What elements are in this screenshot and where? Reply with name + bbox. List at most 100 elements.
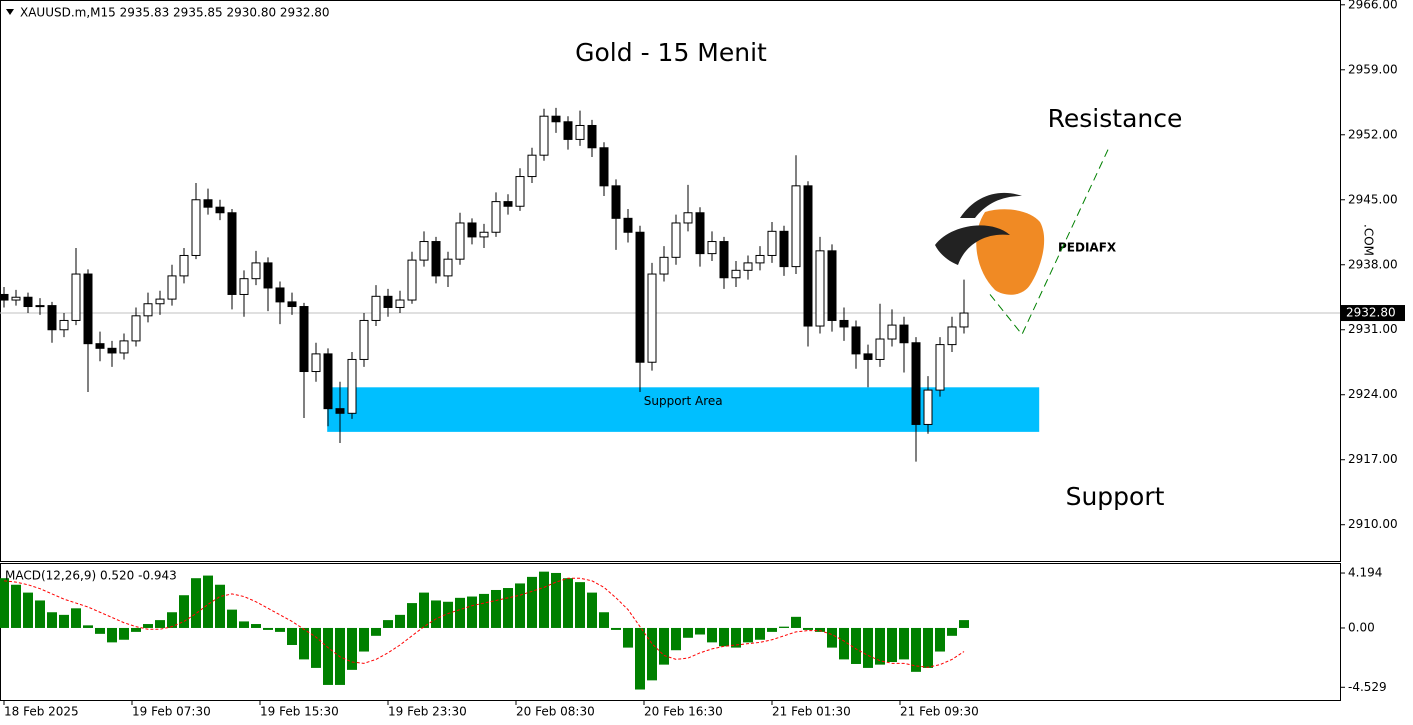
candle-body	[323, 353, 333, 410]
macd-bar	[659, 627, 669, 665]
macd-bar	[707, 627, 717, 643]
macd-bar	[443, 601, 453, 628]
x-tick-label: 19 Feb 07:30	[132, 705, 211, 719]
y-tick-label: 2910.00	[1348, 517, 1398, 531]
macd-bar	[323, 627, 333, 685]
macd-bar	[515, 583, 525, 628]
candle-body	[383, 295, 393, 308]
candle-body	[179, 254, 189, 277]
macd-bar	[347, 627, 357, 670]
candle-body	[683, 212, 693, 224]
candle-body	[827, 250, 837, 321]
candle-body	[875, 338, 885, 360]
candle-body	[551, 115, 561, 123]
candle-body	[71, 273, 81, 321]
macd-bar	[311, 627, 321, 668]
macd-bar	[491, 589, 501, 628]
candle-body	[863, 353, 873, 360]
macd-bar	[407, 603, 417, 628]
macd-bar	[59, 614, 69, 628]
macd-bar	[71, 608, 81, 628]
macd-bar	[839, 627, 849, 660]
y-tick-label: 2917.00	[1348, 452, 1398, 466]
candle-body	[23, 296, 33, 308]
macd-bar	[11, 584, 21, 628]
candle-body	[311, 353, 321, 373]
macd-bar	[419, 592, 429, 628]
candle-body	[935, 344, 945, 391]
macd-bar	[227, 609, 237, 628]
macd-bar	[671, 627, 681, 651]
macd-bar	[815, 627, 825, 632]
macd-bar	[743, 627, 753, 643]
macd-bar	[887, 627, 897, 663]
macd-bar	[563, 578, 573, 628]
macd-bar	[923, 627, 933, 668]
y-tick-label: 2966.00	[1348, 0, 1398, 11]
macd-bar	[719, 627, 729, 647]
macd-bar	[803, 627, 813, 630]
candle-body	[167, 275, 177, 300]
candle-body	[479, 231, 489, 238]
macd-bar	[83, 625, 93, 628]
x-tick-label: 19 Feb 15:30	[260, 705, 339, 719]
candle-body	[743, 262, 753, 271]
y-tick-label: 2938.00	[1348, 257, 1398, 271]
macd-bar	[23, 592, 33, 628]
candle-body	[911, 342, 921, 425]
macd-bar	[167, 612, 177, 628]
macd-bar	[683, 627, 693, 638]
candle-body	[119, 340, 129, 354]
candle-body	[215, 206, 225, 214]
macd-bar	[623, 627, 633, 648]
annotation: Support	[1066, 482, 1165, 511]
candle-body	[0, 293, 9, 301]
candle-body	[227, 212, 237, 295]
candle-body	[47, 305, 57, 331]
macd-bar	[371, 627, 381, 636]
watermark-suffix: .COM	[1362, 224, 1376, 256]
candle-body	[251, 262, 261, 280]
macd-bar	[779, 626, 789, 628]
x-tick-label: 19 Feb 23:30	[388, 705, 467, 719]
candle-body	[95, 343, 105, 349]
macd-bar	[107, 627, 117, 643]
macd-bar	[479, 593, 489, 628]
candle-body	[851, 326, 861, 355]
macd-bar	[731, 627, 741, 648]
macd-bar	[287, 627, 297, 645]
candle-body	[755, 254, 765, 264]
macd-bar	[383, 620, 393, 628]
candle-body	[623, 217, 633, 233]
macd-y-tick-label: 4.194	[1348, 566, 1382, 580]
candle-body	[239, 278, 249, 295]
candle-body	[707, 241, 717, 255]
macd-bar	[275, 627, 285, 632]
macd-bar	[587, 592, 597, 628]
candle-body	[959, 312, 969, 328]
y-tick-label: 2959.00	[1348, 62, 1398, 76]
macd-bar	[599, 612, 609, 628]
macd-bar	[575, 582, 585, 628]
macd-bar	[263, 627, 273, 630]
macd-bar	[899, 627, 909, 660]
candle-body	[335, 408, 345, 414]
candle-body	[779, 230, 789, 268]
macd-bar	[539, 571, 549, 628]
candle-body	[371, 295, 381, 321]
macd-bar	[455, 597, 465, 628]
candle-body	[659, 256, 669, 275]
candle-body	[467, 222, 477, 238]
macd-bar	[155, 620, 165, 628]
macd-bar	[635, 627, 645, 690]
macd-bar	[251, 624, 261, 628]
candle-body	[695, 212, 705, 255]
macd-bar	[191, 578, 201, 628]
candle-body	[635, 231, 645, 363]
macd-bar	[359, 627, 369, 652]
macd-bar	[239, 621, 249, 628]
candle-body	[839, 319, 849, 328]
candle-body	[143, 303, 153, 317]
